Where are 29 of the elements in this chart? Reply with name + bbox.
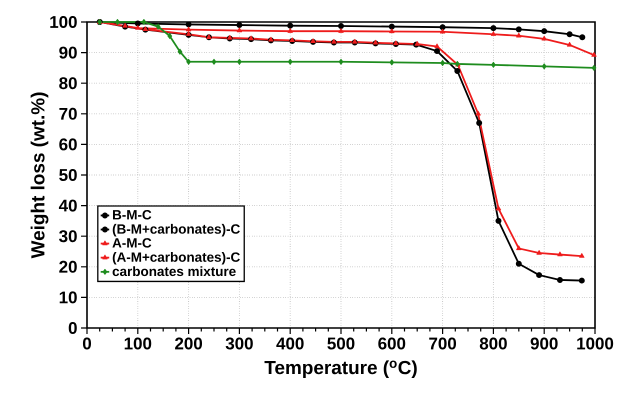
x-tick-label: 100 — [124, 337, 152, 350]
x-tick-label: 1000 — [577, 337, 614, 350]
y-tick-label: 60 — [59, 138, 77, 150]
x-tick-label: 0 — [82, 337, 92, 350]
legend-label: A-M-C — [112, 238, 152, 248]
x-tick-label: 900 — [530, 337, 558, 350]
y-tick-label: 0 — [68, 322, 77, 334]
y-tick-label: 50 — [59, 169, 77, 181]
x-tick-label: 200 — [175, 337, 202, 350]
x-tick-label: 800 — [480, 337, 507, 350]
x-tick-label: 300 — [226, 337, 253, 350]
y-tick-label: 100 — [50, 16, 77, 28]
legend-label: B-M-C — [113, 210, 152, 220]
y-axis-title: Weight loss (wt.%) — [30, 92, 48, 258]
y-tick-label: 80 — [59, 77, 77, 90]
x-tick-label: 500 — [327, 337, 354, 350]
y-tick-label: 40 — [58, 200, 77, 212]
y-tick-label: 70 — [59, 108, 77, 120]
x-tick-label: 700 — [429, 337, 456, 350]
y-tick-label: 30 — [59, 230, 77, 242]
legend-label: (A-M+carbonates)-C — [112, 252, 240, 265]
legend-label: carbonates mixture — [112, 266, 236, 276]
legend-label: (B-M+carbonates)-C — [112, 224, 240, 236]
x-axis-title: Temperature ($^{o}$C) — [264, 360, 417, 378]
x-tick-label: 400 — [276, 337, 304, 350]
y-tick-label: 90 — [59, 46, 77, 59]
x-tick-label: 600 — [378, 337, 406, 350]
y-tick-label: 20 — [59, 260, 77, 273]
y-tick-label: 10 — [60, 291, 77, 304]
